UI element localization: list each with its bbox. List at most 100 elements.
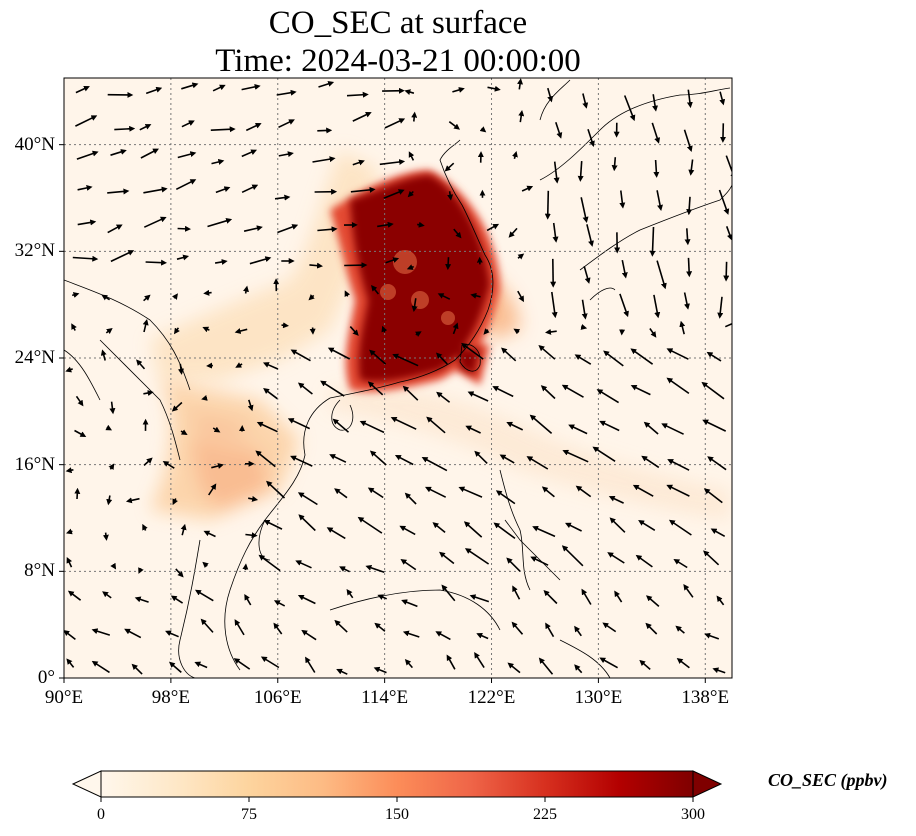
wind-arrow	[649, 226, 656, 257]
map-frame	[63, 77, 733, 679]
wind-arrow	[426, 416, 446, 434]
wind-arrow	[107, 188, 130, 195]
wind-arrow	[465, 425, 481, 434]
wind-arrow	[91, 660, 110, 674]
wind-arrow	[464, 548, 490, 565]
wind-arrow	[208, 483, 217, 496]
wind-arrow	[64, 629, 76, 641]
wind-arrow	[513, 328, 521, 335]
wind-arrow	[140, 148, 159, 159]
wind-arrow	[512, 150, 518, 160]
wind-arrow	[234, 619, 245, 636]
wind-arrow	[373, 666, 387, 674]
wind-arrow	[245, 123, 262, 132]
wind-arrow	[561, 545, 584, 567]
wind-arrow	[415, 331, 422, 337]
wind-arrow	[463, 521, 483, 538]
wind-arrow	[407, 190, 415, 198]
wind-arrow	[402, 385, 419, 401]
wind-arrow	[630, 385, 651, 396]
wind-arrow	[131, 663, 143, 675]
wind-arrow	[667, 459, 690, 471]
wind-arrow	[241, 149, 258, 158]
wind-arrow	[242, 563, 249, 571]
wind-arrow	[707, 456, 727, 471]
wind-arrow	[586, 224, 594, 247]
wind-arrow	[334, 488, 348, 499]
wind-arrow	[469, 594, 490, 603]
wind-arrow	[243, 225, 263, 232]
wind-arrow	[499, 454, 515, 464]
wind-arrow	[243, 285, 249, 294]
wind-arrow	[176, 254, 190, 261]
colorbar-max-extend	[692, 770, 723, 798]
wind-arrow	[653, 159, 660, 178]
wind-arrow	[214, 259, 228, 265]
wind-arrow	[710, 528, 726, 538]
wind-arrow	[583, 265, 591, 284]
wind-arrow	[458, 486, 483, 498]
wind-arrow	[501, 347, 517, 362]
wind-arrow	[207, 217, 233, 228]
wind-arrow	[210, 126, 236, 133]
colorbar-gradient	[100, 770, 694, 798]
wind-arrow	[136, 359, 146, 370]
wind-arrow	[675, 625, 685, 634]
coastlines	[64, 79, 732, 678]
wind-arrow	[417, 221, 425, 228]
wind-arrow	[177, 151, 197, 159]
wind-arrow	[67, 590, 82, 601]
wind-arrow	[290, 349, 311, 362]
gridlines	[64, 78, 732, 678]
wind-arrow	[297, 492, 318, 506]
wind-arrow	[712, 667, 726, 674]
wind-arrow	[203, 530, 216, 538]
wind-arrow	[336, 668, 348, 675]
wind-arrow	[437, 293, 451, 300]
wind-arrow	[599, 420, 620, 432]
wind-arrow	[346, 588, 354, 599]
wind-arrow	[493, 522, 516, 540]
wind-arrow	[241, 184, 259, 194]
wind-arrow	[611, 157, 618, 172]
wind-arrow	[381, 325, 388, 333]
wind-arrow	[676, 657, 690, 669]
wind-arrow	[574, 625, 582, 637]
wind-arrow	[175, 568, 184, 578]
wind-arrow	[599, 657, 618, 669]
wind-arrow	[402, 630, 420, 638]
wind-arrow	[448, 121, 461, 130]
wind-arrow	[71, 323, 77, 331]
wind-arrow	[724, 320, 732, 328]
wind-arrow	[344, 290, 351, 298]
wind-arrow	[603, 350, 624, 367]
wind-arrow	[194, 661, 208, 669]
wind-arrow	[278, 151, 294, 158]
wind-arrow	[517, 290, 524, 303]
wind-arrow	[392, 353, 419, 367]
wind-arrow	[436, 352, 448, 365]
wind-arrow	[327, 347, 351, 360]
wind-arrow	[483, 328, 490, 335]
wind-arrow	[530, 556, 549, 566]
wind-arrow	[719, 91, 726, 106]
wind-arrow	[346, 91, 369, 98]
wind-arrow	[574, 664, 583, 674]
wind-arrow	[619, 190, 626, 209]
wind-arrow	[143, 390, 154, 396]
wind-arrow	[435, 631, 451, 641]
wind-arrow	[666, 484, 690, 497]
wind-arrow	[260, 656, 280, 669]
wind-arrow	[76, 150, 99, 160]
wind-arrow	[401, 599, 418, 608]
wind-arrow	[235, 362, 243, 368]
wind-arrow	[651, 122, 661, 144]
wind-arrow	[543, 589, 558, 605]
wind-arrow	[359, 420, 385, 434]
wind-arrow	[287, 418, 311, 430]
wind-arrow	[444, 162, 455, 172]
wind-arrow	[441, 584, 456, 602]
wind-arrow	[470, 292, 481, 299]
wind-arrow	[404, 492, 417, 505]
wind-arrow	[511, 621, 524, 635]
